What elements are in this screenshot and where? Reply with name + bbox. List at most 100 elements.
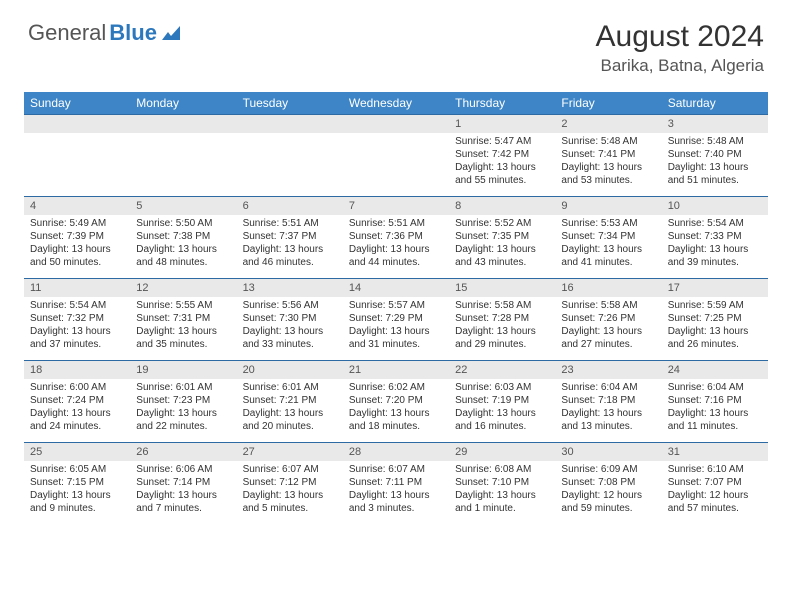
day-content: Sunrise: 5:58 AMSunset: 7:26 PMDaylight:… [555, 297, 661, 355]
day-number: 2 [555, 115, 661, 133]
calendar-day-cell: 21Sunrise: 6:02 AMSunset: 7:20 PMDayligh… [343, 361, 449, 443]
day-number [24, 115, 130, 133]
calendar-day-cell: 25Sunrise: 6:05 AMSunset: 7:15 PMDayligh… [24, 443, 130, 525]
day-content: Sunrise: 5:57 AMSunset: 7:29 PMDaylight:… [343, 297, 449, 355]
sunrise-text: Sunrise: 6:06 AM [136, 463, 230, 476]
daylight-text: Daylight: 13 hours and 11 minutes. [668, 407, 762, 433]
calendar-day-cell [24, 115, 130, 197]
day-number: 24 [662, 361, 768, 379]
day-number: 13 [237, 279, 343, 297]
sunset-text: Sunset: 7:24 PM [30, 394, 124, 407]
sunset-text: Sunset: 7:32 PM [30, 312, 124, 325]
calendar-day-cell: 3Sunrise: 5:48 AMSunset: 7:40 PMDaylight… [662, 115, 768, 197]
calendar-body: 1Sunrise: 5:47 AMSunset: 7:42 PMDaylight… [24, 115, 768, 525]
calendar-day-cell [130, 115, 236, 197]
day-number: 4 [24, 197, 130, 215]
day-content: Sunrise: 5:54 AMSunset: 7:32 PMDaylight:… [24, 297, 130, 355]
sunrise-text: Sunrise: 6:00 AM [30, 381, 124, 394]
calendar-day-cell: 4Sunrise: 5:49 AMSunset: 7:39 PMDaylight… [24, 197, 130, 279]
daylight-text: Daylight: 13 hours and 27 minutes. [561, 325, 655, 351]
calendar-day-cell: 24Sunrise: 6:04 AMSunset: 7:16 PMDayligh… [662, 361, 768, 443]
day-content: Sunrise: 5:53 AMSunset: 7:34 PMDaylight:… [555, 215, 661, 273]
sunset-text: Sunset: 7:31 PM [136, 312, 230, 325]
day-number: 10 [662, 197, 768, 215]
title-block: August 2024 Barika, Batna, Algeria [596, 20, 764, 76]
day-number: 14 [343, 279, 449, 297]
calendar-day-cell [237, 115, 343, 197]
day-number: 12 [130, 279, 236, 297]
daylight-text: Daylight: 13 hours and 7 minutes. [136, 489, 230, 515]
day-content: Sunrise: 5:51 AMSunset: 7:36 PMDaylight:… [343, 215, 449, 273]
daylight-text: Daylight: 13 hours and 53 minutes. [561, 161, 655, 187]
sunrise-text: Sunrise: 5:52 AM [455, 217, 549, 230]
calendar-day-cell [343, 115, 449, 197]
daylight-text: Daylight: 13 hours and 26 minutes. [668, 325, 762, 351]
day-number: 22 [449, 361, 555, 379]
sunset-text: Sunset: 7:29 PM [349, 312, 443, 325]
day-content: Sunrise: 5:48 AMSunset: 7:41 PMDaylight:… [555, 133, 661, 191]
sunset-text: Sunset: 7:42 PM [455, 148, 549, 161]
calendar-day-cell: 10Sunrise: 5:54 AMSunset: 7:33 PMDayligh… [662, 197, 768, 279]
day-content: Sunrise: 6:00 AMSunset: 7:24 PMDaylight:… [24, 379, 130, 437]
calendar-day-cell: 1Sunrise: 5:47 AMSunset: 7:42 PMDaylight… [449, 115, 555, 197]
sunrise-text: Sunrise: 6:01 AM [136, 381, 230, 394]
day-number: 27 [237, 443, 343, 461]
calendar-week-row: 4Sunrise: 5:49 AMSunset: 7:39 PMDaylight… [24, 197, 768, 279]
sunset-text: Sunset: 7:36 PM [349, 230, 443, 243]
sunrise-text: Sunrise: 6:01 AM [243, 381, 337, 394]
calendar-day-cell: 6Sunrise: 5:51 AMSunset: 7:37 PMDaylight… [237, 197, 343, 279]
daylight-text: Daylight: 13 hours and 51 minutes. [668, 161, 762, 187]
sunrise-text: Sunrise: 6:04 AM [668, 381, 762, 394]
daylight-text: Daylight: 13 hours and 24 minutes. [30, 407, 124, 433]
sunrise-text: Sunrise: 5:50 AM [136, 217, 230, 230]
sunrise-text: Sunrise: 5:59 AM [668, 299, 762, 312]
calendar-day-cell: 23Sunrise: 6:04 AMSunset: 7:18 PMDayligh… [555, 361, 661, 443]
calendar-day-cell: 13Sunrise: 5:56 AMSunset: 7:30 PMDayligh… [237, 279, 343, 361]
calendar-day-cell: 8Sunrise: 5:52 AMSunset: 7:35 PMDaylight… [449, 197, 555, 279]
day-content: Sunrise: 5:51 AMSunset: 7:37 PMDaylight:… [237, 215, 343, 273]
day-content: Sunrise: 6:01 AMSunset: 7:21 PMDaylight:… [237, 379, 343, 437]
day-number: 19 [130, 361, 236, 379]
sunset-text: Sunset: 7:16 PM [668, 394, 762, 407]
day-content: Sunrise: 6:01 AMSunset: 7:23 PMDaylight:… [130, 379, 236, 437]
weekday-header: Thursday [449, 92, 555, 115]
calendar-day-cell: 17Sunrise: 5:59 AMSunset: 7:25 PMDayligh… [662, 279, 768, 361]
calendar-day-cell: 2Sunrise: 5:48 AMSunset: 7:41 PMDaylight… [555, 115, 661, 197]
day-content: Sunrise: 6:05 AMSunset: 7:15 PMDaylight:… [24, 461, 130, 519]
day-content: Sunrise: 6:02 AMSunset: 7:20 PMDaylight:… [343, 379, 449, 437]
day-number: 3 [662, 115, 768, 133]
calendar-day-cell: 22Sunrise: 6:03 AMSunset: 7:19 PMDayligh… [449, 361, 555, 443]
daylight-text: Daylight: 13 hours and 22 minutes. [136, 407, 230, 433]
day-number: 20 [237, 361, 343, 379]
sunset-text: Sunset: 7:11 PM [349, 476, 443, 489]
sunset-text: Sunset: 7:15 PM [30, 476, 124, 489]
day-number: 30 [555, 443, 661, 461]
day-number [130, 115, 236, 133]
day-content: Sunrise: 5:54 AMSunset: 7:33 PMDaylight:… [662, 215, 768, 273]
day-number: 11 [24, 279, 130, 297]
sunrise-text: Sunrise: 5:51 AM [349, 217, 443, 230]
day-content: Sunrise: 5:58 AMSunset: 7:28 PMDaylight:… [449, 297, 555, 355]
weekday-header: Sunday [24, 92, 130, 115]
daylight-text: Daylight: 13 hours and 39 minutes. [668, 243, 762, 269]
calendar-day-cell: 27Sunrise: 6:07 AMSunset: 7:12 PMDayligh… [237, 443, 343, 525]
sunrise-text: Sunrise: 6:07 AM [349, 463, 443, 476]
day-content: Sunrise: 6:03 AMSunset: 7:19 PMDaylight:… [449, 379, 555, 437]
sunrise-text: Sunrise: 5:58 AM [561, 299, 655, 312]
weekday-header: Tuesday [237, 92, 343, 115]
daylight-text: Daylight: 13 hours and 50 minutes. [30, 243, 124, 269]
day-number: 7 [343, 197, 449, 215]
sunset-text: Sunset: 7:40 PM [668, 148, 762, 161]
sunset-text: Sunset: 7:26 PM [561, 312, 655, 325]
day-content: Sunrise: 6:06 AMSunset: 7:14 PMDaylight:… [130, 461, 236, 519]
day-number [237, 115, 343, 133]
day-content: Sunrise: 5:49 AMSunset: 7:39 PMDaylight:… [24, 215, 130, 273]
calendar-day-cell: 15Sunrise: 5:58 AMSunset: 7:28 PMDayligh… [449, 279, 555, 361]
day-content: Sunrise: 5:47 AMSunset: 7:42 PMDaylight:… [449, 133, 555, 191]
sunrise-text: Sunrise: 6:10 AM [668, 463, 762, 476]
daylight-text: Daylight: 13 hours and 37 minutes. [30, 325, 124, 351]
day-number: 23 [555, 361, 661, 379]
day-number [343, 115, 449, 133]
calendar-table: SundayMondayTuesdayWednesdayThursdayFrid… [24, 92, 768, 525]
day-content: Sunrise: 6:04 AMSunset: 7:16 PMDaylight:… [662, 379, 768, 437]
